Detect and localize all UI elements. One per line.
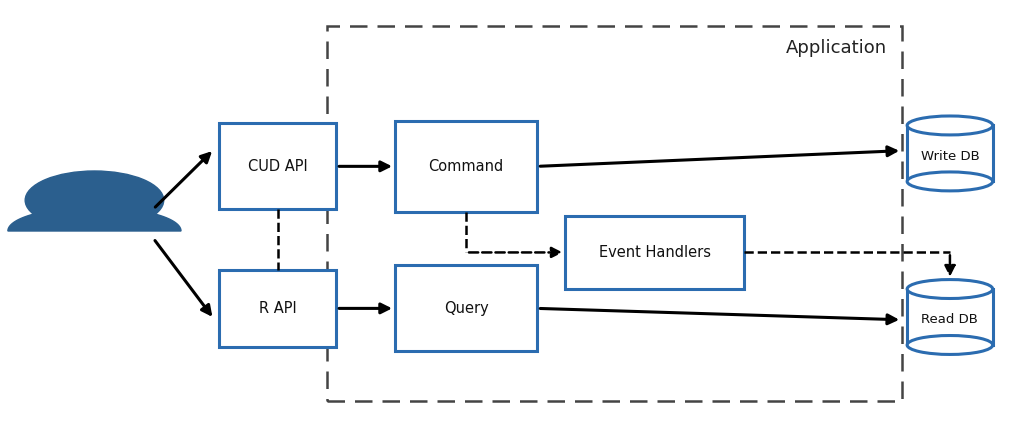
Polygon shape [8, 207, 181, 231]
Ellipse shape [907, 116, 992, 135]
Text: CUD API: CUD API [248, 159, 307, 174]
FancyBboxPatch shape [219, 123, 336, 209]
Ellipse shape [907, 172, 992, 191]
Ellipse shape [907, 279, 992, 299]
Text: Write DB: Write DB [921, 150, 979, 163]
FancyBboxPatch shape [565, 216, 743, 289]
Polygon shape [907, 289, 992, 345]
Circle shape [26, 171, 164, 229]
Text: Application: Application [785, 39, 887, 58]
Text: Query: Query [443, 301, 488, 316]
FancyBboxPatch shape [395, 121, 538, 211]
Text: Command: Command [429, 159, 504, 174]
Ellipse shape [907, 336, 992, 354]
FancyBboxPatch shape [395, 266, 538, 351]
Polygon shape [907, 126, 992, 181]
FancyBboxPatch shape [219, 269, 336, 347]
Text: Read DB: Read DB [922, 313, 978, 326]
Text: R API: R API [259, 301, 297, 316]
Text: Event Handlers: Event Handlers [599, 245, 711, 260]
